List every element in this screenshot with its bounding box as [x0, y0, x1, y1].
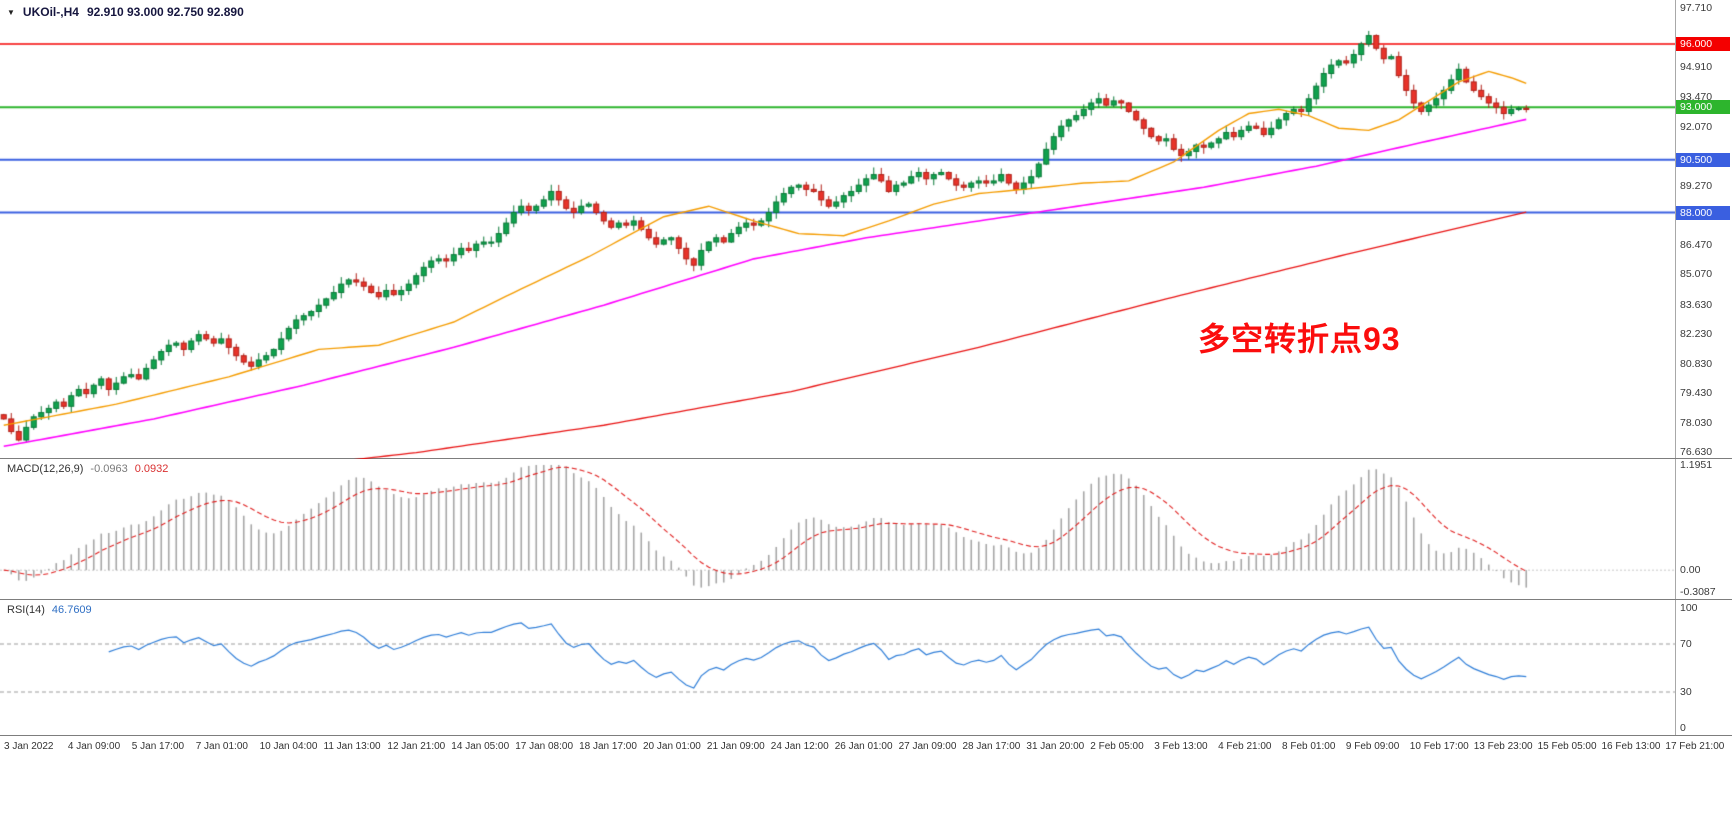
symbol-info: ▼ UKOil-,H4 92.910 93.000 92.750 92.890: [7, 5, 244, 19]
time-axis-label: 11 Jan 13:00: [323, 741, 381, 752]
price-axis-label: 79.430: [1680, 387, 1713, 400]
time-axis-label: 20 Jan 01:00: [643, 741, 701, 752]
price-level-badge: 90.500: [1676, 152, 1730, 167]
price-axis-label: 89.270: [1680, 179, 1713, 192]
macd-axis-label: -0.3087: [1680, 586, 1716, 598]
price-axis-label: 94.910: [1680, 60, 1713, 73]
chart-annotation-text: 多空转折点93: [1198, 321, 1401, 357]
time-axis-label: 27 Jan 09:00: [898, 741, 957, 752]
time-axis-label: 13 Feb 23:00: [1473, 741, 1533, 752]
price-chart-canvas[interactable]: [0, 0, 1675, 459]
macd-indicator-pane: MACD(12,26,9) -0.0963 0.0932 1.1951 0.00 -…: [0, 459, 1732, 600]
price-axis-label: 86.470: [1680, 238, 1713, 251]
rsi-label: RSI(14): [7, 604, 45, 616]
time-axis-label: 24 Jan 12:00: [770, 741, 829, 752]
symbol-timeframe-label: UKOil-,H4: [22, 5, 79, 19]
macd-signal-value: 0.0932: [134, 463, 169, 475]
time-axis-label: 16 Feb 13:00: [1601, 741, 1661, 752]
time-axis-label: 9 Feb 09:00: [1345, 741, 1400, 752]
time-axis-label: 17 Feb 21:00: [1665, 741, 1725, 752]
rsi-header: RSI(14) 46.7609: [7, 604, 92, 616]
time-axis-label: 4 Feb 21:00: [1218, 741, 1272, 752]
time-axis-label: 28 Jan 17:00: [962, 741, 1021, 752]
time-axis-label: 31 Jan 20:00: [1026, 741, 1085, 752]
time-axis-label: 18 Jan 17:00: [579, 741, 637, 752]
price-axis-separator-line: [1675, 0, 1676, 458]
rsi-axis-label: 0: [1680, 722, 1686, 734]
price-level-badge: 88.000: [1676, 205, 1730, 220]
rsi-indicator-pane: RSI(14) 46.7609 100 70 30 0: [0, 600, 1732, 736]
symbol-dropdown-icon[interactable]: ▼: [7, 7, 15, 17]
macd-chart-canvas[interactable]: [0, 459, 1675, 600]
price-axis-label: 97.710: [1680, 2, 1713, 14]
rsi-axis-label: 70: [1680, 638, 1692, 650]
price-axis-label: 83.630: [1680, 298, 1713, 311]
time-axis-label: 3 Jan 2022: [4, 741, 54, 752]
time-axis-label: 10 Jan 04:00: [259, 741, 318, 752]
macd-header: MACD(12,26,9) -0.0963 0.0932: [7, 463, 168, 475]
price-axis-label: 76.630: [1680, 446, 1713, 458]
time-axis-label: 4 Jan 09:00: [67, 741, 121, 752]
macd-label: MACD(12,26,9): [7, 463, 84, 475]
macd-main-value: -0.0963: [90, 463, 128, 475]
rsi-value: 46.7609: [51, 604, 92, 616]
macd-axis-separator-line: [1675, 459, 1676, 599]
price-axis-label: 78.030: [1680, 416, 1713, 429]
symbol-ohlc-values: 92.910 93.000 92.750 92.890: [86, 5, 244, 19]
time-axis-label: 15 Feb 05:00: [1537, 741, 1597, 752]
time-axis-label: 21 Jan 09:00: [706, 741, 765, 752]
time-axis: 3 Jan 2022 4 Jan 09:00 5 Jan 17:00 7 Jan 01…: [0, 736, 1732, 762]
rsi-axis-label: 30: [1680, 686, 1692, 698]
rsi-chart-canvas[interactable]: [0, 600, 1675, 736]
time-axis-label: 17 Jan 08:00: [515, 741, 574, 752]
time-axis-label: 10 Feb 17:00: [1409, 741, 1469, 752]
macd-axis-label: 1.1951: [1680, 459, 1713, 471]
time-axis-label: 3 Feb 13:00: [1154, 741, 1208, 752]
time-axis-label: 2 Feb 05:00: [1090, 741, 1144, 752]
rsi-axis-label: 100: [1680, 602, 1698, 614]
price-level-badge: 93.000: [1676, 100, 1730, 115]
main-chart-pane: ▼ UKOil-,H4 92.910 93.000 92.750 92.890 …: [0, 0, 1732, 459]
time-axis-label: 14 Jan 05:00: [451, 741, 510, 752]
price-axis-label: 80.830: [1680, 357, 1713, 370]
macd-axis-label: 0.00: [1680, 564, 1701, 577]
time-axis-label: 26 Jan 01:00: [834, 741, 893, 752]
price-axis-label: 82.230: [1680, 328, 1713, 341]
time-axis-label: 7 Jan 01:00: [195, 741, 248, 752]
price-axis-label: 92.070: [1680, 120, 1713, 133]
time-axis-label: 12 Jan 21:00: [387, 741, 446, 752]
rsi-axis-separator-line: [1675, 600, 1676, 735]
time-axis-label: 8 Feb 01:00: [1282, 741, 1336, 752]
price-axis-label: 85.070: [1680, 268, 1713, 281]
price-level-badge: 96.000: [1676, 37, 1730, 52]
time-axis-label: 5 Jan 17:00: [131, 741, 185, 752]
